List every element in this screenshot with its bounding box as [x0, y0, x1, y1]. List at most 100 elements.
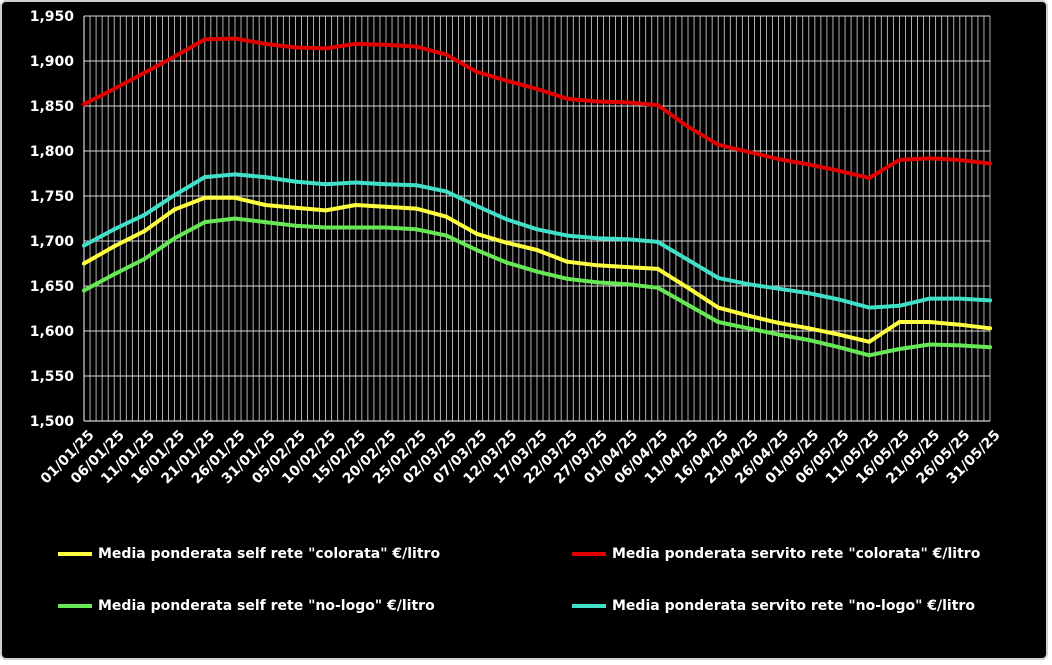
series-point-3 — [655, 239, 660, 244]
series-point-0 — [142, 229, 147, 234]
series-point-0 — [625, 265, 630, 270]
legend-label-servito-colorata: Media ponderata servito rete "colorata" … — [612, 546, 981, 562]
series-point-2 — [233, 216, 237, 221]
series-point-0 — [82, 261, 86, 266]
series-point-2 — [82, 288, 86, 293]
series-point-3 — [293, 179, 298, 184]
series-point-0 — [988, 326, 992, 331]
series-point-2 — [263, 220, 268, 225]
series-point-1 — [323, 46, 328, 51]
series-point-0 — [595, 263, 600, 268]
series-point-0 — [716, 305, 721, 310]
series-point-3 — [686, 257, 690, 262]
series-point-1 — [112, 86, 117, 91]
y-tick-label: 1,800 — [30, 144, 75, 160]
series-point-3 — [595, 236, 600, 241]
series-point-2 — [474, 248, 479, 252]
series-point-0 — [172, 207, 177, 212]
series-point-0 — [655, 266, 660, 271]
legend-item-self-colorata: Media ponderata self rete "colorata" €/l… — [58, 546, 440, 562]
legend-swatch-self-colorata — [58, 552, 92, 556]
series-point-1 — [293, 45, 298, 50]
series-point-2 — [655, 285, 660, 290]
series-point-1 — [686, 124, 690, 129]
series-point-0 — [414, 206, 419, 211]
series-point-2 — [202, 220, 207, 225]
series-point-0 — [444, 214, 449, 219]
series-point-0 — [535, 248, 539, 252]
series-point-0 — [202, 195, 207, 200]
series-point-2 — [293, 223, 298, 228]
series-point-0 — [746, 313, 751, 318]
series-point-0 — [474, 231, 479, 236]
series-point-0 — [867, 339, 872, 344]
series-point-1 — [897, 158, 902, 162]
legend-swatch-servito-nologo — [572, 604, 606, 608]
series-point-1 — [504, 78, 509, 83]
series-point-3 — [565, 233, 570, 238]
series-point-2 — [504, 260, 509, 265]
series-point-1 — [233, 36, 237, 41]
series-point-0 — [565, 259, 570, 264]
legend-swatch-self-nologo — [58, 604, 92, 608]
series-point-3 — [535, 227, 539, 232]
series-point-2 — [112, 272, 117, 277]
series-point-0 — [927, 320, 932, 324]
series-point-2 — [142, 257, 147, 261]
series-point-3 — [353, 180, 358, 185]
y-tick-label: 1,700 — [30, 234, 75, 250]
series-point-2 — [353, 225, 358, 230]
y-tick-label: 1,750 — [30, 189, 75, 205]
series-point-1 — [202, 37, 207, 42]
series-point-2 — [867, 353, 872, 358]
series-point-1 — [535, 86, 539, 91]
y-tick-label: 1,650 — [30, 279, 75, 295]
series-point-2 — [414, 227, 419, 232]
series-point-2 — [746, 326, 751, 331]
series-point-0 — [897, 320, 902, 324]
series-point-3 — [867, 305, 872, 310]
series-point-0 — [504, 240, 509, 245]
series-point-3 — [263, 175, 268, 180]
series-point-3 — [82, 243, 86, 248]
series-point-3 — [414, 183, 419, 188]
series-point-1 — [746, 149, 751, 154]
series-point-2 — [837, 345, 841, 350]
legend-label-servito-nologo: Media ponderata servito rete "no-logo" €… — [612, 598, 975, 614]
series-point-0 — [233, 195, 237, 200]
series-point-2 — [172, 236, 177, 241]
series-point-2 — [535, 269, 539, 274]
legend-item-servito-colorata: Media ponderata servito rete "colorata" … — [572, 546, 980, 562]
series-point-2 — [806, 338, 811, 342]
series-point-3 — [142, 212, 147, 217]
series-point-2 — [444, 233, 449, 238]
series-point-3 — [112, 227, 117, 232]
series-point-1 — [625, 100, 630, 105]
series-point-3 — [927, 296, 932, 301]
series-point-3 — [806, 291, 811, 296]
series-point-1 — [414, 44, 419, 49]
series-point-3 — [957, 296, 962, 301]
series-point-2 — [686, 302, 690, 307]
series-point-2 — [988, 345, 992, 350]
series-point-3 — [776, 286, 781, 291]
series-point-1 — [716, 142, 721, 147]
series-point-0 — [776, 320, 781, 325]
series-point-2 — [625, 282, 630, 287]
series-point-1 — [172, 54, 177, 59]
series-point-0 — [837, 332, 841, 337]
series-point-1 — [927, 156, 932, 161]
series-point-2 — [927, 342, 932, 347]
series-point-2 — [384, 225, 388, 230]
series-point-2 — [716, 320, 721, 324]
series-point-1 — [988, 161, 992, 166]
y-tick-label: 1,550 — [30, 369, 75, 385]
series-point-3 — [474, 203, 479, 208]
series-point-0 — [384, 204, 388, 209]
series-point-2 — [323, 225, 328, 230]
series-point-3 — [172, 193, 177, 198]
y-tick-label: 1,850 — [30, 99, 75, 115]
y-tick-label: 1,950 — [30, 9, 75, 25]
series-point-0 — [263, 203, 268, 207]
legend-label-self-nologo: Media ponderata self rete "no-logo" €/li… — [98, 598, 435, 614]
